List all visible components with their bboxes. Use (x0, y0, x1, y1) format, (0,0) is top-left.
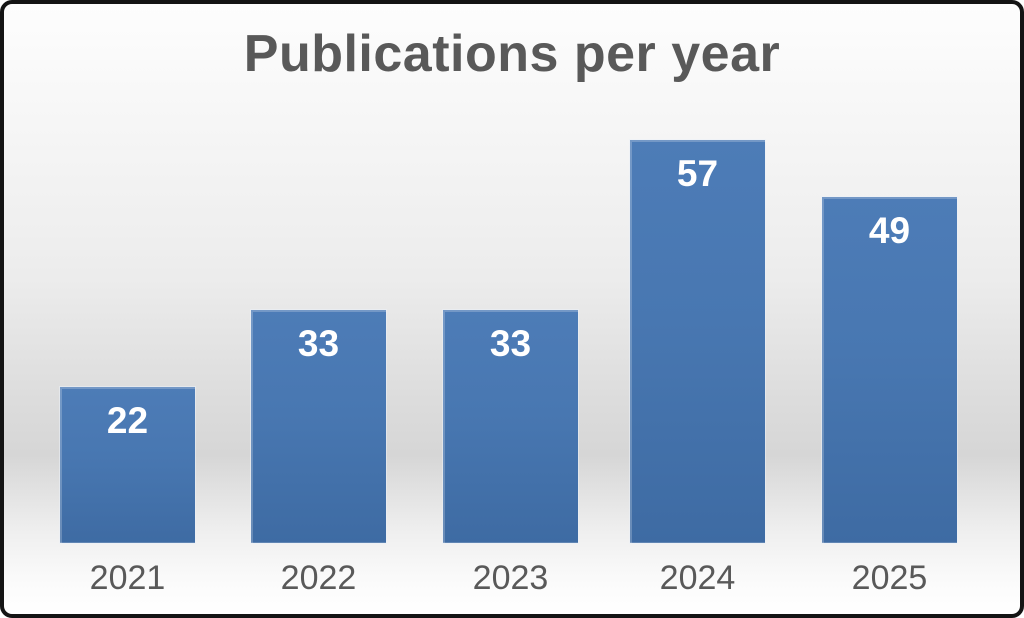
plot-area: 22 2021 33 2022 33 2023 57 2024 49 2025 (4, 4, 1020, 614)
bar: 49 (822, 197, 957, 543)
bar-group-2024: 57 2024 (630, 140, 765, 614)
bar: 57 (630, 140, 765, 543)
x-axis-label: 2025 (851, 559, 928, 597)
x-axis-label: 2024 (659, 559, 736, 597)
x-axis-label: 2023 (472, 559, 549, 597)
bar-value-label: 33 (489, 323, 532, 364)
bar-value-label: 49 (868, 210, 911, 251)
bar-group-2022: 33 2022 (251, 310, 386, 614)
chart-title: Publications per year (243, 25, 781, 83)
bar-group-2025: 49 2025 (822, 197, 957, 614)
bar-value-label: 57 (676, 153, 719, 194)
bar: 22 (60, 387, 195, 543)
bar: 33 (443, 310, 578, 543)
bar-value-label: 22 (106, 400, 149, 441)
bar-value-label: 33 (297, 323, 340, 364)
bar: 33 (251, 310, 386, 543)
bar-group-2023: 33 2023 (443, 310, 578, 614)
bar-group-2021: 22 2021 (60, 387, 195, 614)
x-axis-label: 2021 (89, 559, 166, 597)
x-axis-label: 2022 (280, 559, 357, 597)
